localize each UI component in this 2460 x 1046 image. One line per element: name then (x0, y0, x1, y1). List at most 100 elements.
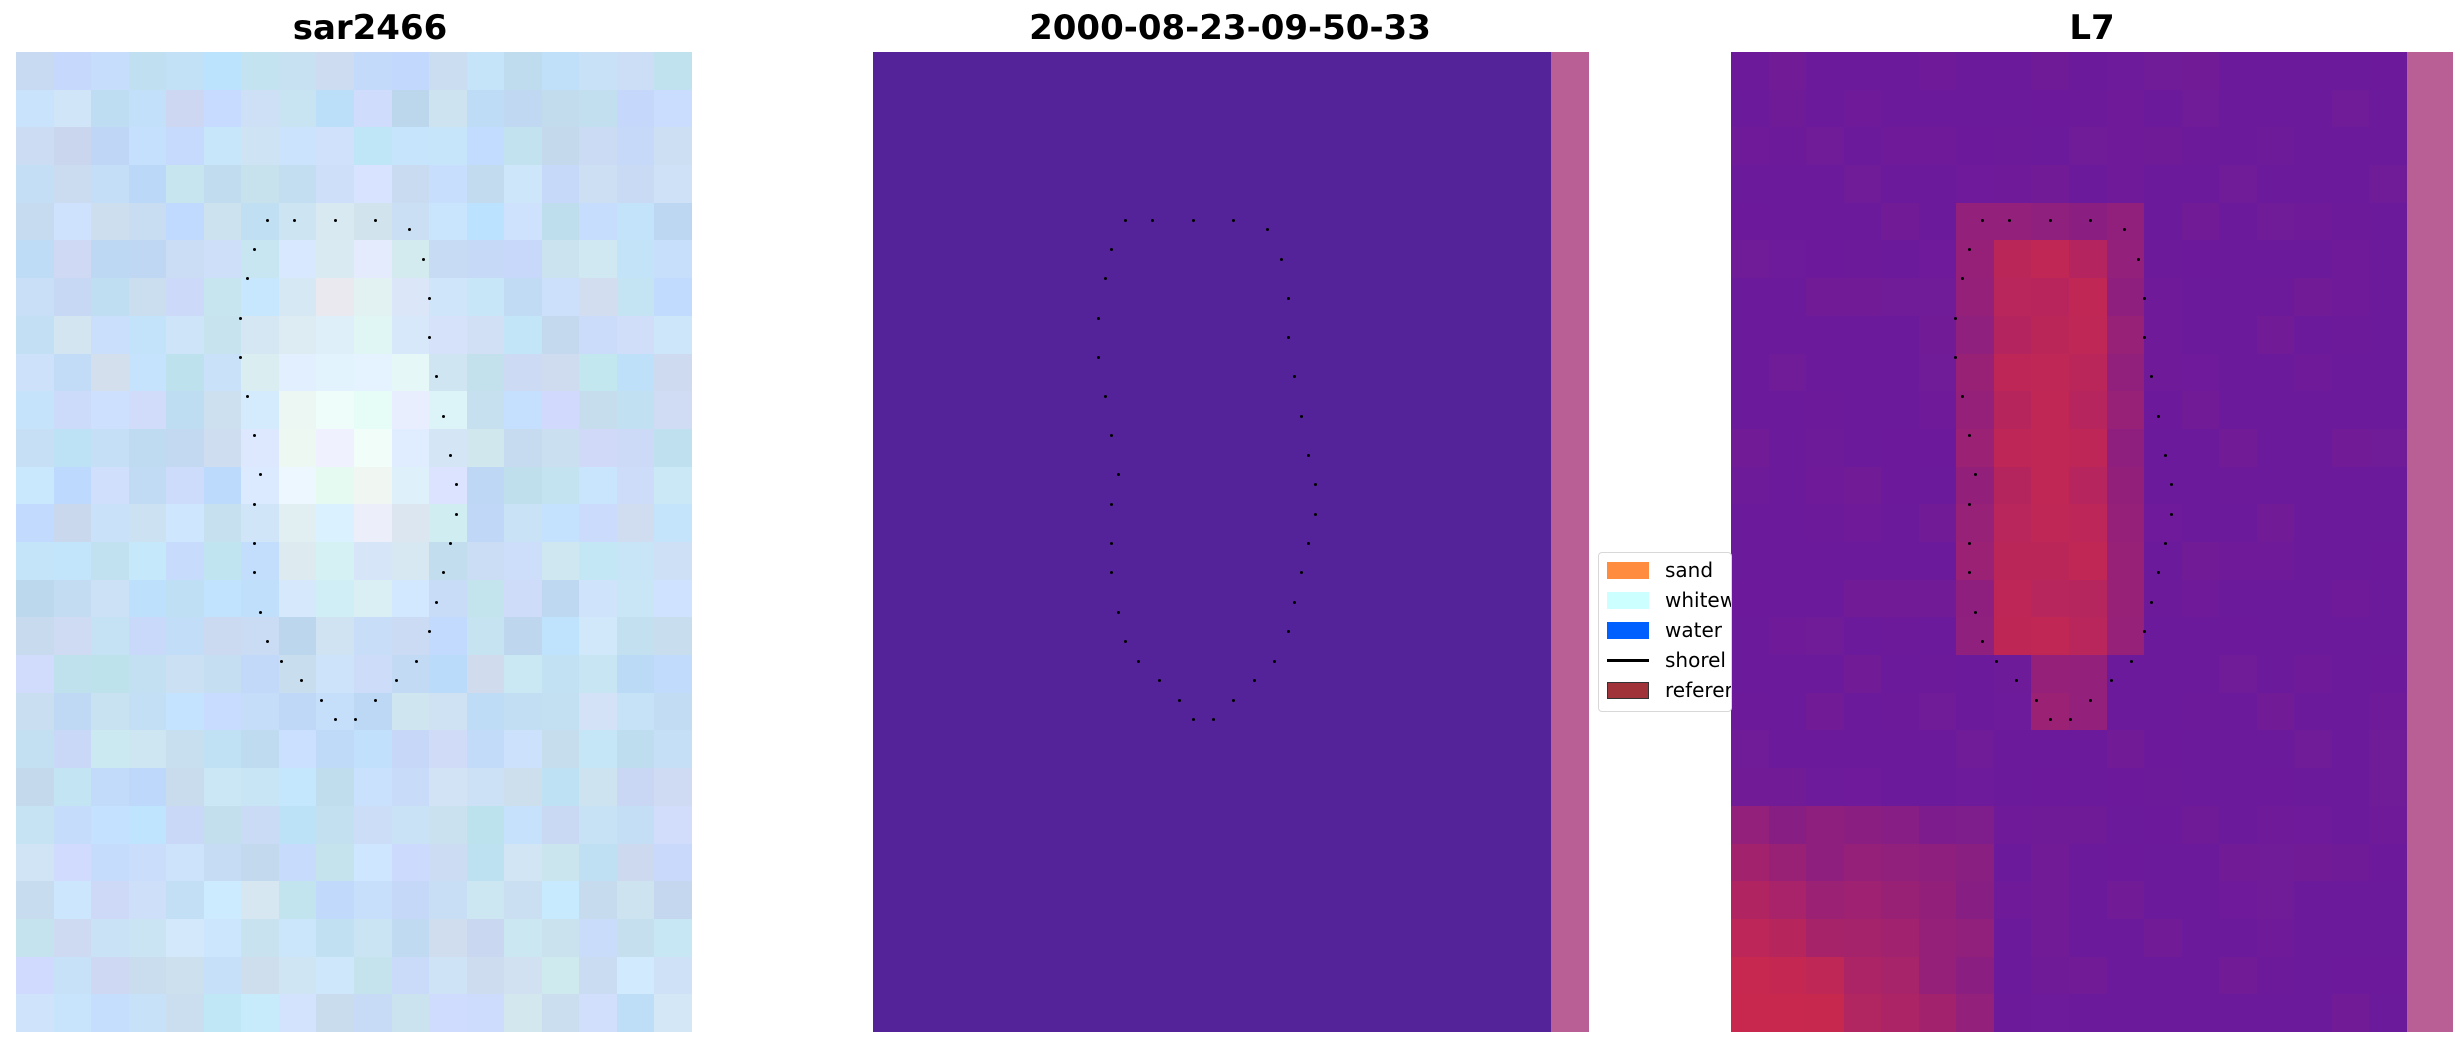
reference-swatch (1607, 681, 1649, 699)
rgb-shoreline-dot (428, 297, 432, 300)
rgb-shoreline-dot (333, 718, 337, 722)
legend-label-reference: referer (1665, 678, 1732, 702)
classified-shoreline-dot (1286, 297, 1290, 300)
classified-shoreline-dot (1252, 679, 1256, 683)
classified-shoreline-dot (1110, 502, 1114, 506)
index-shoreline-dot (1974, 610, 1978, 614)
classified-shoreline-dot (1103, 277, 1107, 281)
classified-shoreline-dot (1266, 228, 1270, 232)
rgb-shoreline-dot (448, 542, 452, 545)
rgb-shoreline-dot (455, 483, 459, 487)
legend-label-water: water (1665, 618, 1722, 642)
index-shoreline-dot (1981, 640, 1985, 643)
classified-shoreline-dot (1306, 453, 1310, 457)
classified-shoreline-dot (1096, 355, 1100, 359)
legend-item-reference: referer (1607, 676, 1732, 704)
classified-shoreline-dot (1117, 610, 1121, 614)
classified-shoreline-dot (1279, 257, 1283, 261)
rgb-shoreline-dot (428, 630, 432, 634)
index-shoreline-dot (1974, 473, 1978, 477)
classified-shoreline-dot (1096, 316, 1100, 320)
rgb-pixel-grid (16, 52, 692, 1032)
rgb-shoreline-dot (435, 600, 439, 604)
index-shoreline-dot (2109, 679, 2113, 683)
classified-shoreline-dot (1178, 698, 1182, 702)
rgb-shoreline-dot (394, 679, 398, 683)
index-shoreline-dot (2123, 228, 2127, 232)
rgb-shoreline-dot (252, 571, 256, 575)
rgb-shoreline-dot (266, 218, 270, 222)
classified-shoreline-dot (1313, 483, 1317, 487)
panel-title-right: L7 (2069, 8, 2115, 48)
classified-shoreline-dot (1191, 218, 1195, 222)
classified-shoreline-dot (1137, 659, 1141, 663)
index-shoreline-dot (1960, 277, 1964, 281)
classified-shoreline-dot (1103, 395, 1107, 398)
rgb-shoreline-dot (448, 453, 452, 457)
classified-shoreline-dot (1212, 718, 1215, 722)
whitewater-swatch (1607, 591, 1649, 609)
index-shoreline-dot (2156, 571, 2160, 575)
classified-shoreline-dot (1232, 218, 1236, 222)
classified-shoreline-dot (1300, 414, 1304, 418)
index-shoreline-dot (1967, 248, 1971, 251)
rgb-shoreline-dot (299, 679, 303, 683)
classified-shoreline-dot (1273, 659, 1277, 663)
classified-shoreline-dot (1110, 248, 1114, 251)
index-shoreline-dot (1967, 542, 1971, 545)
rgb-shoreline-dot (428, 336, 432, 340)
classified-shoreline-dot (1117, 473, 1121, 477)
rgb-shoreline-dot (239, 316, 243, 320)
classified-shoreline-dot (1300, 571, 1304, 575)
sand-swatch (1607, 561, 1649, 579)
index-shoreline-dot (2048, 218, 2052, 222)
index-shoreline-dot (2143, 336, 2147, 340)
rgb-shoreline-dot (455, 512, 459, 516)
rgb-shoreline-dot (441, 571, 445, 575)
rgb-shoreline-dot (252, 542, 256, 545)
index-shoreline-dot (2163, 453, 2167, 457)
legend-item-shoreline: shorel (1607, 646, 1726, 674)
rgb-shoreline-dot (333, 218, 337, 222)
classified-shoreline-dot (1157, 679, 1161, 683)
classified-image (873, 52, 1589, 1032)
index-shoreline-dot (2048, 718, 2052, 722)
legend: sand whitew water shorel referer (1598, 552, 1732, 712)
index-shoreline-dot (2136, 257, 2140, 261)
index-shoreline-dot (2170, 512, 2174, 516)
classified-shoreline-dot (1110, 434, 1114, 438)
classified-edge-strip (1551, 52, 1589, 1032)
classified-shoreline-dot (1313, 512, 1317, 516)
classified-background (873, 52, 1551, 1032)
rgb-shoreline-dot (408, 228, 412, 232)
rgb-shoreline-dot (259, 473, 263, 477)
index-shoreline-dot (2069, 718, 2072, 722)
legend-item-water: water (1607, 616, 1722, 644)
index-shoreline-dot (2089, 218, 2093, 222)
index-shoreline-dot (1954, 316, 1958, 320)
index-shoreline-dot (2150, 375, 2154, 379)
classified-shoreline-dot (1293, 600, 1297, 604)
rgb-shoreline-dot (414, 659, 418, 663)
classified-shoreline-dot (1110, 542, 1114, 545)
rgb-shoreline-dot (252, 502, 256, 506)
index-edge-strip (2407, 52, 2453, 1032)
classified-shoreline-dot (1306, 542, 1310, 545)
classified-shoreline-dot (1150, 218, 1154, 222)
rgb-shoreline-dot (252, 248, 256, 251)
rgb-shoreline-dot (293, 218, 297, 222)
rgb-shoreline-dot (320, 698, 324, 702)
rgb-shoreline-dot (266, 640, 270, 643)
rgb-shoreline-dot (421, 257, 425, 261)
legend-item-sand: sand (1607, 556, 1713, 584)
shoreline-line-swatch (1607, 658, 1649, 662)
index-shoreline-dot (2035, 698, 2039, 702)
rgb-shoreline-dot (435, 375, 439, 379)
index-shoreline-dot (2170, 483, 2174, 487)
legend-item-whitewater: whitew (1607, 586, 1731, 614)
index-shoreline-dot (2163, 542, 2167, 545)
index-pixel-grid (1731, 52, 2407, 1032)
index-shoreline-dot (2014, 679, 2018, 683)
classified-shoreline-dot (1123, 640, 1127, 643)
classified-shoreline-dot (1110, 571, 1114, 575)
